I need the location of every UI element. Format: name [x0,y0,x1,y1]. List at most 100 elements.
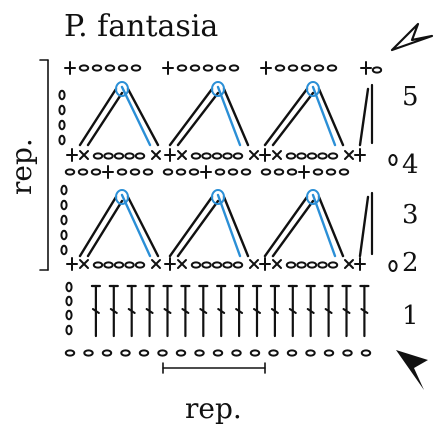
row3-fan-left-leg [78,195,118,258]
row1-double-crochet [235,308,244,314]
row5-top-chain [313,64,325,72]
row4-stitch-chain [103,152,114,160]
foundation-chain-stitch [194,349,205,357]
row4-top-chain [286,168,298,176]
row5-fan-right-leg [216,85,242,147]
row1-double-crochet [109,308,118,314]
row4-stitch-chain [124,152,135,160]
row1-double-crochet [163,308,172,314]
turning-chain-stitch [60,184,68,196]
row1-double-crochet [91,308,100,314]
foundation-chain-stitch [231,349,242,357]
row2-stitch-chain [222,261,233,269]
row5-top-chain [371,66,383,74]
foundation-chain-stitch [342,349,353,357]
turning-chain-stitch [60,214,68,226]
chart-title: P. fantasia [64,9,219,44]
row2-stitch-chain [285,261,297,269]
row2-stitch-chain [317,261,328,269]
turning-chain-stitch [65,295,73,307]
row3-fan-left-leg [271,199,315,258]
row3-fan-right-leg [317,195,345,258]
row5-fan-right-leg [120,85,152,147]
foundation-chain-stitch [64,349,76,357]
row5-top-chain [228,64,240,72]
row5-top-chain [104,64,116,72]
row4-top-chain [162,168,174,176]
row2-stitch-chain [134,261,146,269]
row4-stitch-chain [113,152,125,160]
turning-chain-stitch [58,104,66,116]
row4-top-chain [64,168,76,176]
row4-top-chain [175,168,187,176]
row5-fan-left-leg [263,87,309,147]
row5-top-chain [287,64,299,72]
arrowhead-outline-icon [390,22,434,52]
row4-stitch [151,150,161,160]
row5-fan-edge [358,87,370,147]
row5-top-chain [189,64,201,72]
row3-fan-left-leg [168,195,214,258]
row4-stitch [249,150,259,160]
row1-double-crochet [342,308,351,314]
row-number-3: 3 [402,200,419,230]
row5-fan-right-leg [311,85,337,147]
row2-stitch-chain [296,261,307,269]
row2-stitch [151,259,161,269]
row4-stitch-chain [201,152,212,160]
row5-top-chain [274,64,286,72]
row2-stitch [249,259,259,269]
row-number-1: 1 [402,301,419,331]
repeat-label-side: rep. [5,138,38,195]
row3-fan-right-leg [120,193,152,258]
row-number-5: 5 [402,82,419,112]
foundation-chain-stitch [157,349,168,357]
row2-stitch [177,259,187,269]
row4-stitch-chain [232,152,244,160]
row5-fan-left-leg [86,91,124,147]
row5-fan-loop [211,81,225,97]
row4-stitch-chain [327,152,339,160]
row5-top-chain [78,64,90,72]
row4-stitch-chain [222,152,233,160]
row3-fan-right-leg [222,195,250,258]
row2-stitch-chain [113,261,125,269]
turning-chain-stitch [65,281,73,293]
row2-stitch-chain [201,261,212,269]
row3-fan-left-leg [263,195,309,258]
row4-stitch [272,150,282,160]
row-number-2: 2 [402,248,419,278]
row5-top-chain [91,64,103,72]
row4-top-chain [240,168,252,176]
turn-mark [388,154,398,166]
row3-fan-right-leg [311,193,337,258]
row1-double-crochet [270,308,279,314]
row4-stitch-chain [134,152,146,160]
row2-stitch-chain [103,261,114,269]
row4-top-chain [338,168,350,176]
row4-top-chain [312,168,324,176]
row2-stitch-chain [232,261,244,269]
row5-top-chain [215,64,227,72]
row2-stitch-chain [306,261,318,269]
row4-top-chain [260,168,272,176]
row4-stitch [344,150,354,160]
row4-stitch-chain [296,152,307,160]
row3-fan-left-leg [176,199,220,258]
row4-top-chain [90,168,102,176]
row2-stitch-chain [190,261,202,269]
foundation-chain-stitch [268,349,279,357]
row3-fan-left-leg [86,199,124,258]
row3-fan-right-leg [216,193,242,258]
row3-fan-right-leg [126,195,160,258]
row4-stitch [177,150,187,160]
row5-top-chain [326,64,338,72]
row-number-4: 4 [402,150,419,180]
row5-top-chain [130,64,142,72]
row4-top-chain [325,168,337,176]
row2-stitch [344,259,354,269]
foundation-chain-stitch [101,349,113,357]
row5-fan-left-leg [271,91,315,147]
